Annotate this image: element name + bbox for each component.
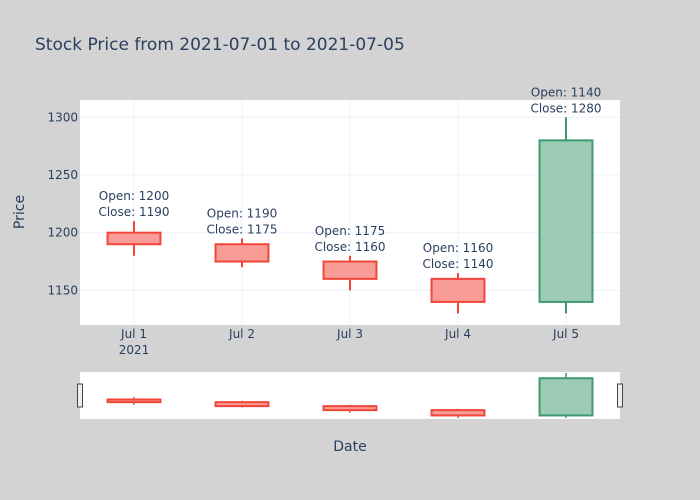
annotation-close: Close: 1160 [314, 240, 385, 254]
candle-body [106, 231, 162, 246]
y-axis-title: Price [12, 195, 28, 229]
annotation-close: Close: 1280 [530, 101, 601, 115]
y-tick-label: 1200 [47, 226, 78, 240]
candles [106, 117, 594, 314]
rangeslider-candles [106, 372, 594, 419]
x-axis-ticks: Jul 1 Jul 2 Jul 3 Jul 4 Jul 5 [120, 327, 579, 341]
x-axis-title: Date [333, 439, 366, 455]
y-tick-label: 1300 [47, 110, 78, 124]
candle-body [538, 139, 594, 303]
annotation-close: Close: 1190 [98, 205, 169, 219]
x-year-label: 2021 [119, 343, 150, 357]
annotation-open: Open: 1175 [315, 224, 385, 238]
annotation-close: Close: 1175 [206, 222, 277, 236]
y-axis-ticks: 1150 1200 1250 1300 [47, 110, 78, 297]
annotation-open: Open: 1160 [423, 241, 493, 255]
annotations: Open: 1200 Close: 1190 Open: 1190 Close: 11… [98, 85, 601, 271]
chart-title: Stock Price from 2021-07-01 to 2021-07-0… [35, 35, 405, 55]
candle-body [322, 260, 378, 280]
mini-candle-body [322, 405, 378, 412]
rangeslider-right-handle[interactable] [617, 383, 623, 408]
mini-candle-body [106, 398, 162, 404]
rangeslider-left-handle[interactable] [77, 383, 83, 408]
candle-body [430, 277, 486, 303]
annotation-open: Open: 1140 [531, 85, 601, 99]
x-tick-label: Jul 5 [552, 327, 579, 341]
mini-candle-body [214, 401, 270, 408]
x-tick-label: Jul 3 [336, 327, 363, 341]
x-tick-label: Jul 2 [228, 327, 255, 341]
annotation-open: Open: 1200 [99, 189, 169, 203]
annotation-close: Close: 1140 [422, 257, 493, 271]
x-tick-label: Jul 4 [444, 327, 471, 341]
x-tick-label: Jul 1 [120, 327, 147, 341]
mini-candle-body [538, 377, 594, 417]
annotation-open: Open: 1190 [207, 206, 277, 220]
mini-candle-body [430, 409, 486, 417]
y-tick-label: 1250 [47, 168, 78, 182]
candle-body [214, 243, 270, 263]
y-tick-label: 1150 [47, 283, 78, 297]
